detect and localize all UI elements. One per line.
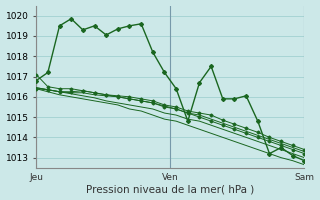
X-axis label: Pression niveau de la mer( hPa ): Pression niveau de la mer( hPa ) xyxy=(86,184,254,194)
